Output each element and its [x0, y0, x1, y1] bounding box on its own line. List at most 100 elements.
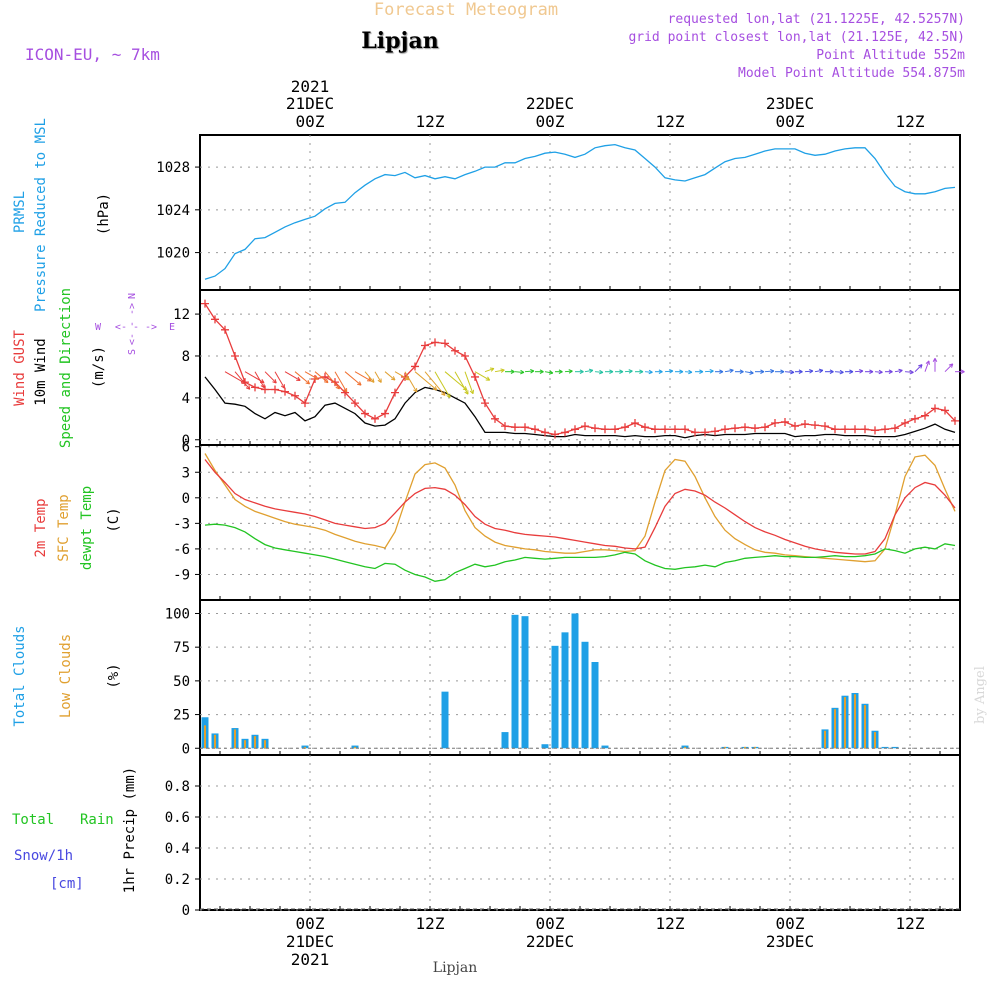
wind-direction-arrow — [394, 371, 410, 381]
temp-label-sfc: SFC Temp — [56, 494, 72, 561]
wind-arrow-head — [296, 376, 301, 381]
y-tick-label: -9 — [173, 567, 190, 583]
pressure-line — [204, 143, 956, 280]
low-cloud-bar — [204, 725, 206, 749]
total-cloud-bar — [551, 645, 559, 749]
gust-marker — [741, 423, 749, 432]
low-cloud-bar — [264, 740, 266, 749]
gust-marker — [681, 425, 689, 434]
low-cloud-bar — [854, 694, 856, 749]
wind-direction-arrow — [854, 370, 864, 373]
gust-marker — [221, 325, 229, 334]
footer-station: Lipjan — [433, 960, 477, 976]
y-tick-label: 0 — [182, 433, 190, 449]
compass-north: N — [127, 293, 138, 299]
wind-arrow-head — [628, 369, 633, 374]
low-cloud-bar — [834, 709, 836, 749]
y-tick-label: 1024 — [156, 203, 190, 219]
low-cloud-bar — [744, 746, 746, 749]
gust-marker — [561, 428, 569, 437]
y-tick-label: -3 — [173, 516, 190, 532]
wind-direction-arrow — [724, 369, 734, 373]
y-tick-label: 6 — [182, 440, 190, 456]
gust-marker — [581, 422, 589, 431]
gust-marker — [691, 428, 699, 437]
compass-west: W — [95, 322, 102, 333]
wind-arrow-head — [798, 369, 803, 374]
gust-marker — [831, 425, 839, 434]
wind-arrow-head — [960, 369, 965, 374]
y-tick-label: 50 — [173, 674, 190, 690]
total-cloud-bar — [881, 746, 889, 749]
cloud-label-low: Low Clouds — [58, 634, 74, 718]
wind-direction-arrow — [544, 371, 553, 374]
wind-arrow-head — [648, 369, 653, 375]
gust-marker — [911, 414, 919, 423]
y-tick-label: 100 — [165, 606, 190, 622]
gust-marker — [441, 339, 449, 348]
top-axis-day: 23DEC — [766, 94, 814, 113]
wind-direction-arrow — [684, 371, 693, 373]
gust-marker — [811, 421, 819, 430]
wind-arrow-head — [849, 369, 854, 374]
precip-label-cm: [cm] — [50, 876, 84, 892]
pressure-label-unit: (hPa) — [96, 193, 112, 235]
gust-marker — [671, 425, 679, 434]
wind-direction-arrow — [444, 371, 468, 391]
wind-direction-arrow — [664, 370, 674, 373]
total-cloud-bar — [891, 746, 899, 749]
wind-direction-arrow — [234, 371, 251, 390]
wind-direction-arrow — [624, 370, 633, 373]
gust-marker — [541, 428, 549, 437]
requested-location: requested lon,lat (21.1225E, 42.5257N) — [668, 12, 965, 27]
wind-direction-arrow — [524, 370, 535, 373]
wind-direction-arrow — [294, 371, 310, 385]
wind-label-gust: Wind GUST — [12, 330, 28, 406]
wind-arrow-head — [658, 369, 663, 374]
wind-arrow-head — [313, 375, 319, 380]
wind-direction-arrow — [484, 367, 495, 373]
model-name: ICON-EU, ~ 7km — [25, 45, 160, 64]
wind-arrow-head — [699, 369, 704, 374]
top-axis-day: 22DEC — [526, 94, 574, 113]
wind-arrow-head — [818, 368, 824, 374]
gust-marker — [801, 420, 809, 429]
wind-direction-arrow — [344, 371, 362, 386]
wind-arrow-head — [558, 369, 563, 374]
panel-frame — [199, 289, 961, 446]
compass-vertical-arrow: <- - -> — [127, 303, 138, 345]
bottom-axis-hour: 00Z — [296, 914, 325, 933]
low-cloud-bar — [844, 697, 846, 749]
wind-arrow-head — [464, 390, 469, 395]
wind-arrow-head — [809, 369, 814, 374]
y-tick-label: 75 — [173, 640, 190, 656]
wind-direction-arrow — [514, 371, 525, 373]
compass-horizontal-arrow: <- - -> — [115, 322, 157, 333]
wind-arrow-head — [679, 369, 684, 374]
total-cloud-bar — [571, 613, 579, 749]
gust-marker — [361, 409, 369, 418]
temp-label-2m: 2m Temp — [33, 498, 49, 557]
gust-marker — [511, 423, 519, 432]
low-cloud-bar — [874, 732, 876, 749]
y-tick-label: 1028 — [156, 160, 190, 176]
top-axis-hour: 00Z — [776, 112, 805, 131]
wind-direction-arrow — [304, 371, 319, 380]
wind-direction-arrow — [324, 371, 340, 390]
low-cloud-bar — [254, 736, 256, 749]
wind-direction-arrow — [874, 371, 883, 373]
gust-marker — [641, 423, 649, 432]
wind-arrow-head — [260, 383, 265, 389]
gust-marker — [451, 346, 459, 355]
bottom-axis-day: 21DEC — [286, 932, 334, 951]
y-tick-label: 1020 — [156, 246, 190, 262]
top-axis-hour: 12Z — [656, 112, 685, 131]
gust-marker — [761, 423, 769, 432]
precip-label-snow: Snow/1h — [14, 848, 73, 864]
gust-marker — [271, 385, 279, 394]
total-cloud-bar — [511, 614, 519, 749]
wind-arrow-head — [335, 384, 340, 390]
top-axis-year: 2021 — [291, 77, 330, 96]
total-cloud-bar — [521, 616, 529, 749]
gust-marker — [631, 419, 639, 428]
